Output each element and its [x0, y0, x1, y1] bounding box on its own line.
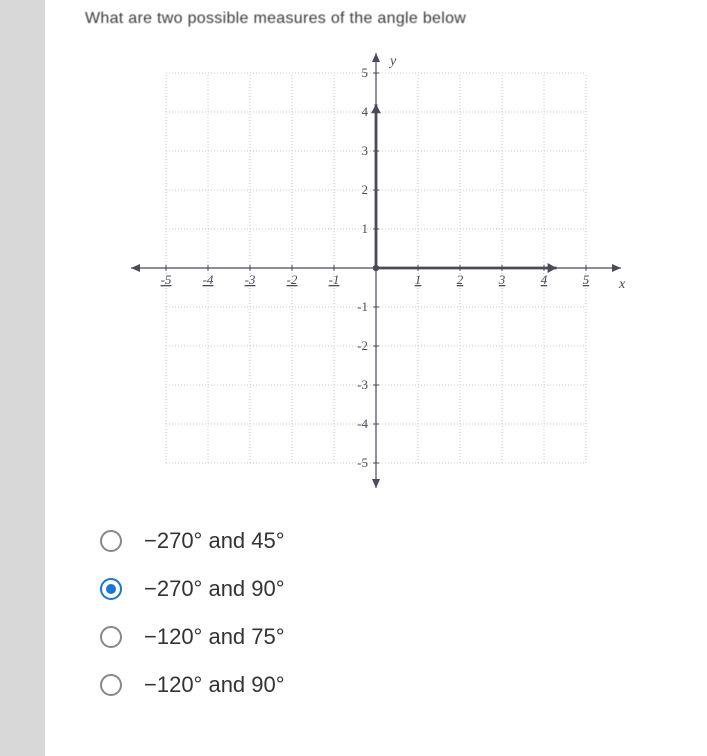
option-label: −270° and 90° — [144, 576, 285, 602]
svg-text:-2: -2 — [287, 272, 298, 287]
svg-text:-5: -5 — [357, 455, 368, 470]
svg-text:4: 4 — [362, 104, 369, 119]
svg-text:-1: -1 — [329, 272, 340, 287]
option-c[interactable]: −120° and 75° — [100, 624, 687, 650]
svg-text:2: 2 — [362, 182, 369, 197]
option-d[interactable]: −120° and 90° — [100, 672, 687, 698]
svg-text:2: 2 — [457, 272, 464, 287]
svg-text:x: x — [618, 277, 626, 292]
svg-text:3: 3 — [362, 143, 369, 158]
question-text: What are two possible measures of the an… — [65, 10, 687, 28]
svg-text:y: y — [388, 54, 397, 69]
svg-text:1: 1 — [415, 272, 422, 287]
radio-icon — [100, 674, 122, 696]
option-label: −120° and 90° — [144, 672, 285, 698]
answer-options: −270° and 45° −270° and 90° −120° and 75… — [65, 528, 687, 698]
worksheet-page: What are two possible measures of the an… — [45, 0, 707, 756]
option-label: −120° and 75° — [144, 624, 285, 650]
radio-icon — [100, 626, 122, 648]
svg-text:-2: -2 — [357, 338, 368, 353]
svg-text:-1: -1 — [357, 299, 368, 314]
radio-icon — [100, 578, 122, 600]
svg-text:5: 5 — [362, 65, 369, 80]
svg-text:-3: -3 — [357, 377, 368, 392]
page-margin — [0, 0, 45, 756]
svg-text:4: 4 — [541, 272, 548, 287]
svg-text:5: 5 — [583, 272, 590, 287]
svg-text:-4: -4 — [357, 416, 368, 431]
option-b[interactable]: −270° and 90° — [100, 576, 687, 602]
option-a[interactable]: −270° and 45° — [100, 528, 687, 554]
svg-text:-5: -5 — [161, 272, 172, 287]
radio-icon — [100, 530, 122, 552]
svg-text:-3: -3 — [245, 272, 256, 287]
coordinate-grid-svg: -5 -4 -3 -2 -1 1 2 3 4 5 -5 -4 -3 -2 -1 1 2 3 4 5 y x — [116, 48, 636, 498]
svg-text:3: 3 — [498, 272, 506, 287]
svg-text:1: 1 — [362, 221, 369, 236]
svg-text:-4: -4 — [203, 272, 214, 287]
option-label: −270° and 45° — [144, 528, 285, 554]
coordinate-chart: -5 -4 -3 -2 -1 1 2 3 4 5 -5 -4 -3 -2 -1 1 2 3 4 5 y x — [116, 48, 636, 498]
